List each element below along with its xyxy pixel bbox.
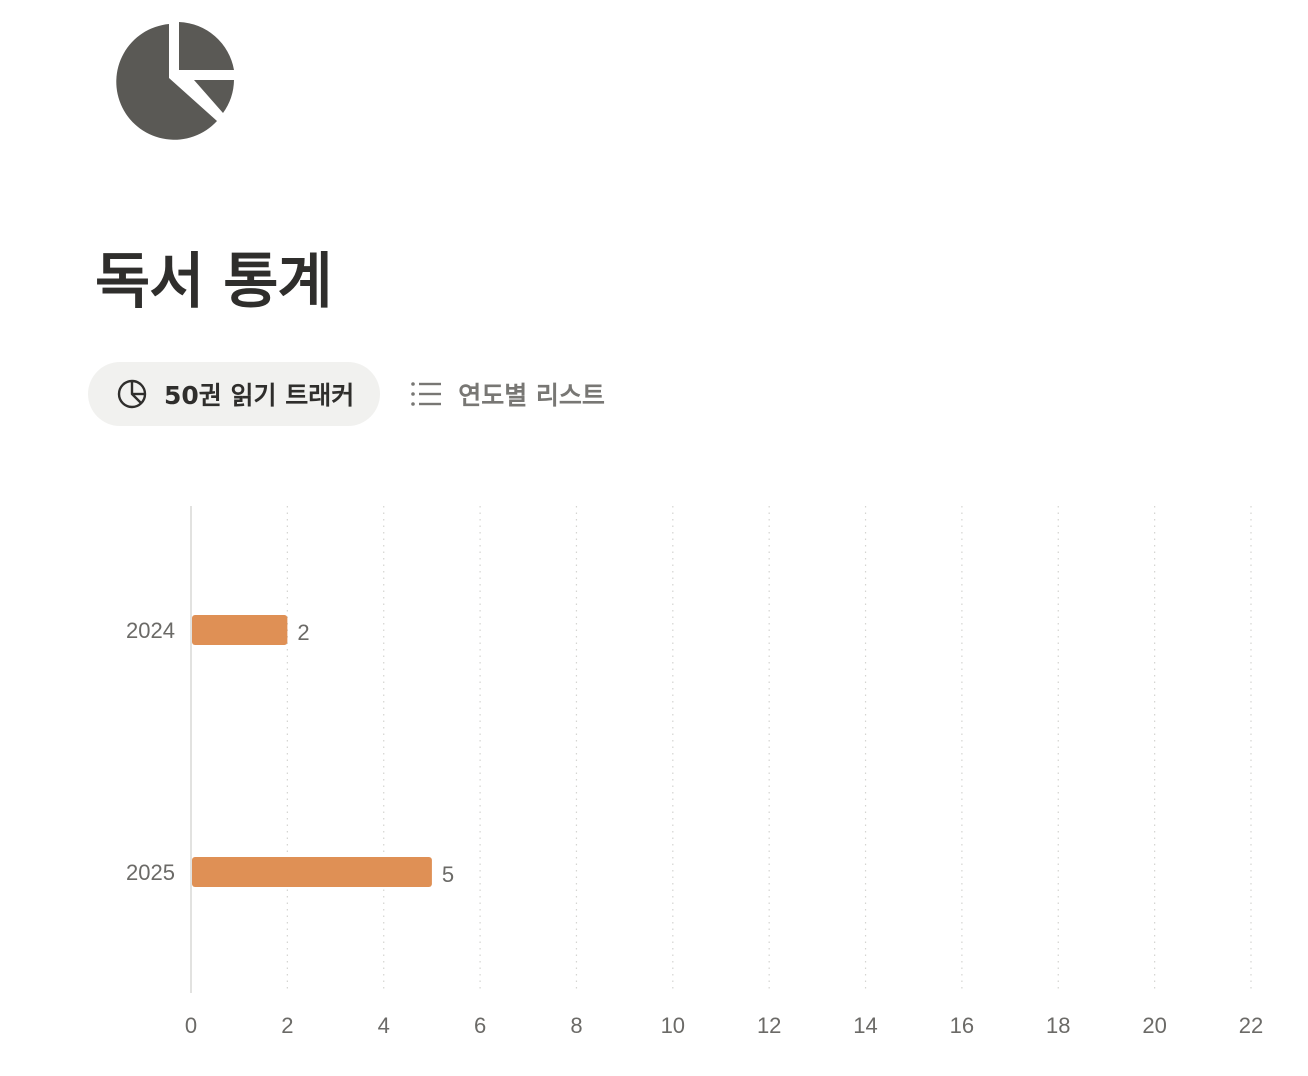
bar[interactable] <box>192 615 288 645</box>
list-icon <box>411 382 442 406</box>
x-tick-label: 0 <box>185 1013 197 1038</box>
data-label: 5 <box>442 862 454 887</box>
x-tick-label: 20 <box>1142 1013 1166 1038</box>
tab-label: 50권 읽기 트래커 <box>164 381 355 410</box>
x-tick-label: 2 <box>281 1013 293 1038</box>
x-tick-label: 14 <box>853 1013 877 1038</box>
x-tick-label: 6 <box>474 1013 486 1038</box>
x-tick-label: 16 <box>950 1013 974 1038</box>
data-label: 2 <box>297 620 309 645</box>
x-tick-label: 22 <box>1239 1013 1263 1038</box>
x-tick-label: 8 <box>570 1013 582 1038</box>
category-label: 2024 <box>126 618 175 643</box>
pie-chart-icon <box>116 22 234 140</box>
x-tick-label: 12 <box>757 1013 781 1038</box>
tab-yearly-list[interactable]: 연도별 리스트 <box>380 362 605 426</box>
bar[interactable] <box>192 857 432 887</box>
pie-chart-outline-icon <box>117 379 147 409</box>
x-tick-label: 10 <box>661 1013 685 1038</box>
tab-reading-tracker[interactable]: 50권 읽기 트래커 <box>88 362 381 426</box>
category-label: 2025 <box>126 860 175 885</box>
x-tick-label: 4 <box>378 1013 390 1038</box>
view-tabs: 50권 읽기 트래커 연도별 리스트 <box>88 362 605 426</box>
page-title: 독서 통계 <box>95 247 333 317</box>
x-tick-label: 18 <box>1046 1013 1070 1038</box>
tab-label: 연도별 리스트 <box>458 381 605 410</box>
